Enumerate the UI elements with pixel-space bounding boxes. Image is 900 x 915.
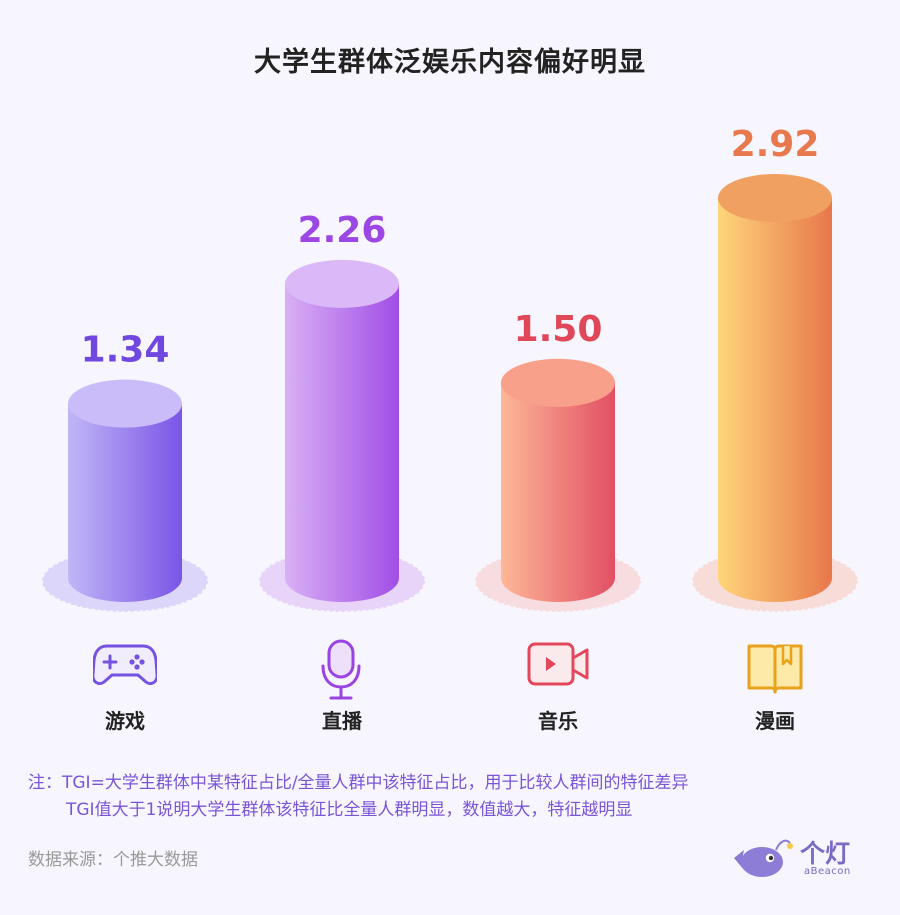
chart-title: 大学生群体泛娱乐内容偏好明显 bbox=[254, 47, 646, 78]
book-icon bbox=[747, 644, 803, 694]
note-line-1: 注：TGI=大学生群体中某特征占比/全量人群中该特征占比，用于比较人群间的特征差… bbox=[28, 773, 689, 793]
chart-note: 注：TGI=大学生群体中某特征占比/全量人群中该特征占比，用于比较人群间的特征差… bbox=[28, 770, 689, 824]
value-label-music: 1.50 bbox=[514, 309, 603, 350]
brand-logo: 个灯 aBeacon bbox=[730, 832, 870, 882]
value-label-comic: 2.92 bbox=[731, 124, 820, 165]
bar-top-live bbox=[285, 259, 399, 308]
bar-comic bbox=[718, 198, 832, 602]
bar-live bbox=[285, 283, 399, 602]
gamepad-icon bbox=[93, 644, 157, 686]
bar-chart: 1.34 2.26 1.50 2.92 bbox=[42, 124, 858, 612]
note-line-2: TGI值大于1说明大学生群体该特征比全量人群明显，数值越大，特征越明显 bbox=[66, 800, 633, 820]
category-label-live: 直播 bbox=[322, 709, 362, 733]
microphone-icon bbox=[321, 639, 361, 700]
fish-mascot-icon bbox=[734, 839, 793, 877]
category-label-comic: 漫画 bbox=[755, 709, 795, 733]
value-label-live: 2.26 bbox=[298, 210, 387, 251]
bar-top-game bbox=[68, 379, 182, 428]
logo-text-en: aBeacon bbox=[804, 866, 851, 877]
bar-music bbox=[501, 382, 615, 602]
value-label-game: 1.34 bbox=[81, 330, 170, 371]
bar-top-music bbox=[501, 358, 615, 407]
bar-top-comic bbox=[718, 174, 832, 222]
category-label-game: 游戏 bbox=[105, 709, 145, 733]
data-source: 数据来源：个推大数据 bbox=[28, 850, 198, 870]
video-camera-icon bbox=[527, 642, 589, 686]
bar-game bbox=[68, 403, 182, 602]
logo-text-cn: 个灯 bbox=[800, 839, 851, 868]
category-label-music: 音乐 bbox=[538, 709, 578, 733]
